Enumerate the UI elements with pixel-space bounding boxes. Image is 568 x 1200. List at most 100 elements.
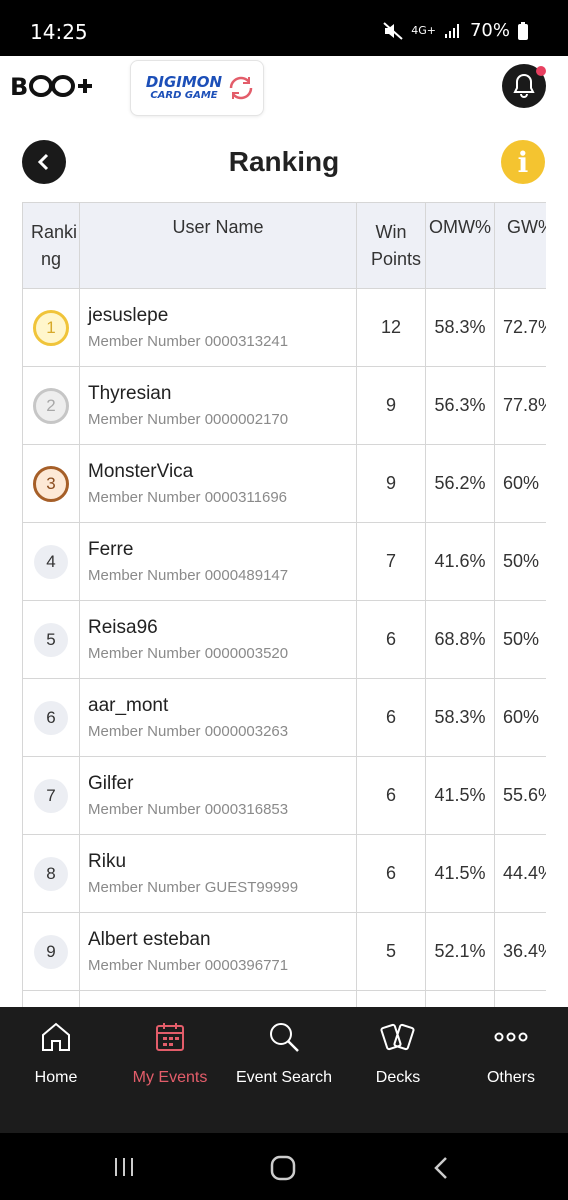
user-name: Thyresian (88, 383, 172, 404)
member-number: Member Number GUEST99999 (88, 879, 299, 896)
logo-subtitle: CARD GAME (150, 90, 218, 101)
user-name: Albert esteban (88, 929, 211, 950)
gw-cell: 50% (494, 522, 546, 601)
gw-cell: 72.7% (494, 288, 546, 367)
status-icons: 4G+ 70% (383, 20, 528, 41)
user-cell: jesuslepe Member Number 0000313241 (79, 288, 357, 367)
title-row: Ranking i (0, 120, 568, 202)
user-name: MonsterVica (88, 461, 194, 482)
status-bar: 14:25 4G+ 70% (0, 0, 568, 56)
rank-badge: 9 (34, 934, 68, 969)
gw-cell: 60% (494, 678, 546, 757)
rank-cell: 5 (22, 600, 80, 679)
nav-my-events[interactable]: My Events (115, 1019, 225, 1087)
event-game-logo[interactable]: DIGIMON CARD GAME (130, 60, 264, 116)
app-header: B DIGIMON CARD GAME (0, 56, 568, 120)
rank-cell (22, 990, 80, 1007)
cards-icon (380, 1023, 415, 1051)
nav-event-search-label: Event Search (235, 1069, 333, 1086)
header-rank: Ranki ng (22, 202, 80, 289)
recent-apps-icon[interactable] (112, 1155, 136, 1179)
omw-cell: 56.2% (425, 444, 495, 523)
rank-badge: 1 (33, 309, 69, 346)
nav-event-search[interactable]: Event Search (229, 1019, 339, 1087)
rank-badge: 8 (34, 856, 68, 891)
member-number: Member Number 0000313241 (88, 333, 289, 350)
header-rank-label: Ranki ng (31, 221, 78, 269)
back-button[interactable] (22, 140, 66, 184)
bandai-card-games-logo[interactable]: B (10, 72, 106, 106)
user-name: Ferre (88, 539, 134, 560)
rank-cell: 3 (22, 444, 80, 523)
table-row: 3 MonsterVica Member Number 0000311696 9 56.… (22, 444, 546, 523)
gw-cell: 77.8% (494, 366, 546, 445)
win-points-cell: 6 (356, 756, 426, 835)
gw-cell: 55.6% (494, 756, 546, 835)
omw-cell: 52.1% (425, 912, 495, 991)
user-cell: Reisa96 Member Number 0000003520 (79, 600, 357, 679)
user-cell: Thyresian Member Number 0000002170 (79, 366, 357, 445)
win-points-cell: 9 (356, 444, 426, 523)
user-name: aar_mont (88, 695, 169, 716)
omw-cell: 68.8% (425, 600, 495, 679)
header-omw: OMW% (425, 202, 495, 289)
win-points-cell: 12 (356, 288, 426, 367)
info-button[interactable]: i (501, 140, 545, 184)
win-points-cell: 9 (356, 366, 426, 445)
rank-cell: 8 (22, 834, 80, 913)
chevron-left-icon (37, 153, 49, 171)
home-system-icon[interactable] (270, 1155, 296, 1181)
win-points-cell: 6 (356, 678, 426, 757)
omw-cell: 41.5% (425, 756, 495, 835)
rank-cell: 7 (22, 756, 80, 835)
status-time: 14:25 (30, 20, 88, 44)
rank-badge: 7 (34, 778, 68, 813)
rank-cell: 2 (22, 366, 80, 445)
user-cell (79, 990, 357, 1007)
member-number: Member Number 0000002170 (88, 411, 289, 428)
more-icon (494, 1032, 528, 1042)
back-system-icon[interactable] (432, 1155, 450, 1181)
table-row-partial (22, 990, 546, 1007)
table-row: 7 Gilfer Member Number 0000316853 6 41.5% 55.… (22, 756, 546, 835)
table-row: 6 aar_mont Member Number 0000003263 6 58.3% 6… (22, 678, 546, 757)
user-cell: Gilfer Member Number 0000316853 (79, 756, 357, 835)
calendar-icon (156, 1023, 184, 1051)
signal-icon (444, 23, 459, 38)
user-cell: aar_mont Member Number 0000003263 (79, 678, 357, 757)
nav-others[interactable]: Others (456, 1019, 566, 1087)
bell-icon (513, 73, 535, 98)
bottom-nav: Home My Events Event Search Decks Others (0, 1007, 568, 1133)
nav-decks[interactable]: Decks (343, 1019, 453, 1087)
win-points-cell: 5 (356, 912, 426, 991)
member-number: Member Number 0000003520 (88, 645, 289, 662)
gw-cell: 60% (494, 444, 546, 523)
omw-cell: 41.6% (425, 522, 495, 601)
rank-badge: 2 (33, 387, 69, 424)
notification-dot (536, 66, 546, 76)
network-label: 4G+ (411, 24, 436, 37)
ranking-table-container[interactable]: Ranki ng User Name Win Points OMW% GW% 1… (22, 202, 546, 1007)
header-win-label: Win Points (371, 221, 422, 269)
table-row: 1 jesuslepe Member Number 0000313241 12 58.3… (22, 288, 546, 367)
rank-badge: 4 (34, 544, 68, 579)
nav-home[interactable]: Home (1, 1019, 111, 1087)
rank-badge: 5 (34, 622, 68, 657)
gw-cell (494, 990, 546, 1007)
gw-cell: 36.4% (494, 912, 546, 991)
gw-cell: 50% (494, 600, 546, 679)
rank-cell: 1 (22, 288, 80, 367)
member-number: Member Number 0000003263 (88, 723, 289, 740)
info-icon: i (517, 145, 529, 179)
home-icon (42, 1022, 70, 1051)
page-title: Ranking (228, 146, 340, 177)
table-row: 5 Reisa96 Member Number 0000003520 6 68.8% 50… (22, 600, 546, 679)
omw-cell: 58.3% (425, 678, 495, 757)
gw-cell: 44.4% (494, 834, 546, 913)
member-number: Member Number 0000311696 (88, 489, 288, 506)
header-win: Win Points (356, 202, 426, 289)
win-points-cell: 6 (356, 600, 426, 679)
system-nav-bar (0, 1133, 568, 1200)
user-cell: Albert esteban Member Number 0000396771 (79, 912, 357, 991)
table-row: 8 Riku Member Number GUEST99999 641.5%44.4% (22, 834, 546, 913)
